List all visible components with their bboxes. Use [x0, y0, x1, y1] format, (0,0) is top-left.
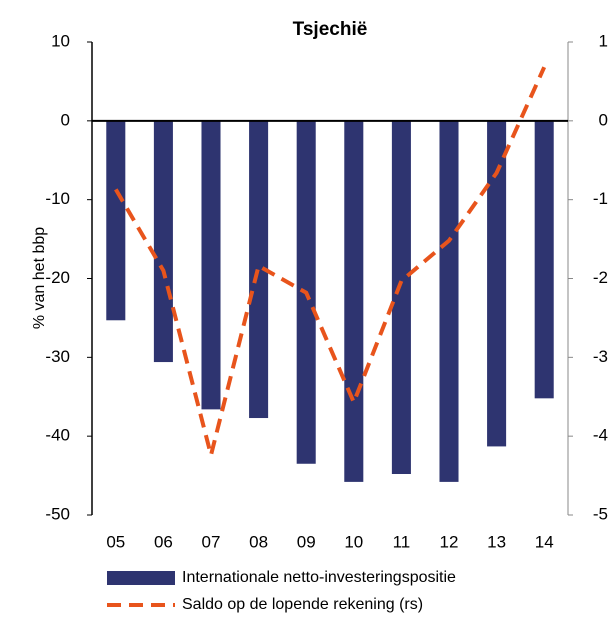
x-tick-label: 13	[487, 532, 506, 551]
chart-title: Tsjechië	[293, 19, 368, 40]
y-tick-label: 0	[61, 110, 70, 129]
bar	[439, 120, 459, 482]
y2-tick-label: -2	[593, 268, 608, 287]
x-tick-label: 09	[297, 532, 316, 551]
bar	[249, 120, 269, 419]
x-tick-label: 07	[202, 532, 221, 551]
y2-tick-label: 1	[599, 31, 608, 50]
line	[114, 66, 547, 456]
y-tick-label: -30	[45, 347, 70, 366]
x-tick-label: 12	[440, 532, 459, 551]
bar	[391, 120, 411, 475]
x-tick-label: 11	[393, 532, 411, 551]
bar	[153, 120, 173, 363]
x-tick-label: 06	[154, 532, 173, 551]
y2-tick-label: 0	[599, 110, 608, 129]
y-tick-label: -20	[45, 268, 70, 287]
bar	[344, 120, 364, 482]
legend-label: Internationale netto-investeringspositie	[182, 569, 456, 586]
bar	[487, 120, 507, 447]
bar	[201, 120, 221, 410]
legend-swatch	[107, 571, 175, 585]
x-tick-label: 05	[106, 532, 125, 551]
y-tick-label: -10	[45, 189, 70, 208]
y2-tick-label: -1	[593, 189, 608, 208]
y-tick-label: -40	[45, 426, 70, 445]
legend-label: Saldo op de lopende rekening (rs)	[182, 596, 423, 613]
y2-tick-label: -3	[593, 347, 608, 366]
x-tick-label: 10	[344, 532, 363, 551]
y-tick-label: 10	[51, 31, 70, 50]
x-tick-label: 08	[249, 532, 268, 551]
y2-tick-label: -4	[593, 426, 608, 445]
y-axis-label: % van het bbp	[31, 227, 48, 329]
x-tick-label: 14	[535, 532, 554, 551]
bar	[106, 120, 126, 321]
y2-tick-label: -5	[593, 504, 608, 523]
y-tick-label: -50	[45, 504, 70, 523]
bar	[534, 120, 554, 399]
